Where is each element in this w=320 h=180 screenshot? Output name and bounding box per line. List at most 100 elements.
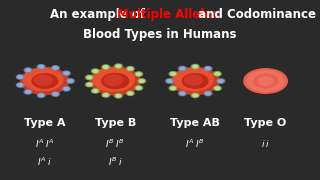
Circle shape: [18, 76, 22, 78]
Circle shape: [191, 93, 199, 98]
Text: Type O: Type O: [244, 118, 287, 128]
Circle shape: [138, 79, 146, 83]
Text: $I^A\;i$: $I^A\;i$: [37, 156, 52, 168]
Text: $I^A\;I^A$: $I^A\;I^A$: [35, 138, 55, 150]
Circle shape: [180, 92, 185, 95]
Circle shape: [193, 65, 197, 68]
Circle shape: [116, 65, 121, 68]
Circle shape: [217, 79, 225, 83]
Circle shape: [18, 84, 22, 86]
Circle shape: [102, 93, 110, 97]
Circle shape: [135, 72, 142, 76]
Circle shape: [219, 80, 223, 82]
Circle shape: [26, 91, 30, 93]
Circle shape: [171, 87, 175, 89]
Text: $I^B\;I^B$: $I^B\;I^B$: [105, 138, 125, 150]
Circle shape: [191, 64, 199, 69]
Circle shape: [171, 73, 175, 75]
Circle shape: [167, 80, 172, 82]
Circle shape: [102, 65, 110, 69]
Circle shape: [174, 68, 213, 91]
Circle shape: [104, 75, 123, 85]
Circle shape: [115, 94, 122, 98]
Text: An example of: An example of: [50, 8, 149, 21]
Circle shape: [62, 71, 70, 75]
Circle shape: [16, 75, 24, 79]
Circle shape: [166, 79, 173, 83]
Circle shape: [128, 68, 132, 70]
Circle shape: [180, 67, 185, 70]
Circle shape: [26, 69, 30, 71]
Circle shape: [39, 94, 44, 96]
Circle shape: [64, 72, 68, 75]
Circle shape: [136, 87, 141, 89]
Text: Blood Types in Humans: Blood Types in Humans: [83, 28, 237, 41]
Circle shape: [193, 94, 197, 97]
Text: $I^B\;i$: $I^B\;i$: [108, 156, 123, 168]
Circle shape: [85, 75, 93, 80]
Circle shape: [32, 74, 58, 88]
Circle shape: [34, 75, 52, 85]
Circle shape: [179, 66, 186, 71]
Circle shape: [93, 70, 98, 72]
Circle shape: [140, 80, 144, 82]
Circle shape: [213, 86, 221, 90]
Circle shape: [23, 68, 63, 91]
Circle shape: [126, 67, 134, 71]
Circle shape: [67, 79, 74, 83]
Circle shape: [169, 86, 177, 90]
Circle shape: [68, 80, 73, 82]
Circle shape: [215, 87, 220, 89]
Text: $i\;i$: $i\;i$: [261, 138, 270, 149]
Circle shape: [128, 92, 132, 94]
Text: and Codominance: and Codominance: [194, 8, 316, 21]
Circle shape: [104, 66, 108, 68]
Circle shape: [135, 86, 142, 90]
Circle shape: [87, 83, 92, 86]
Circle shape: [37, 93, 45, 97]
Text: Type A: Type A: [24, 118, 66, 128]
Circle shape: [52, 92, 59, 96]
Circle shape: [206, 92, 210, 95]
Circle shape: [136, 73, 141, 75]
Circle shape: [204, 66, 212, 71]
Circle shape: [62, 87, 70, 91]
Circle shape: [85, 82, 93, 87]
Circle shape: [104, 94, 108, 96]
Text: Type B: Type B: [95, 118, 136, 128]
Circle shape: [206, 67, 210, 70]
Circle shape: [64, 87, 68, 90]
Circle shape: [179, 91, 186, 96]
Circle shape: [37, 65, 45, 69]
Circle shape: [16, 83, 24, 87]
Circle shape: [182, 74, 208, 88]
Circle shape: [213, 72, 221, 76]
Circle shape: [24, 90, 32, 94]
Circle shape: [169, 72, 177, 76]
Circle shape: [92, 89, 99, 93]
Circle shape: [53, 67, 58, 69]
Circle shape: [116, 94, 121, 97]
Circle shape: [90, 67, 140, 95]
Text: Type AB: Type AB: [170, 118, 220, 128]
Circle shape: [102, 73, 129, 89]
Circle shape: [93, 68, 134, 91]
Text: Multiple Alleles: Multiple Alleles: [117, 8, 219, 21]
Circle shape: [171, 68, 219, 94]
Circle shape: [52, 66, 59, 70]
Circle shape: [244, 69, 287, 93]
Circle shape: [39, 66, 44, 68]
Circle shape: [53, 93, 58, 95]
Circle shape: [92, 69, 99, 73]
Circle shape: [24, 68, 32, 72]
Circle shape: [21, 68, 69, 94]
Circle shape: [254, 74, 277, 88]
Circle shape: [93, 90, 98, 92]
Circle shape: [215, 73, 220, 75]
Circle shape: [258, 77, 273, 85]
Circle shape: [204, 91, 212, 96]
Circle shape: [115, 64, 122, 68]
Text: $I^A\;I^B$: $I^A\;I^B$: [185, 138, 205, 150]
Circle shape: [87, 76, 92, 79]
Circle shape: [185, 75, 203, 85]
